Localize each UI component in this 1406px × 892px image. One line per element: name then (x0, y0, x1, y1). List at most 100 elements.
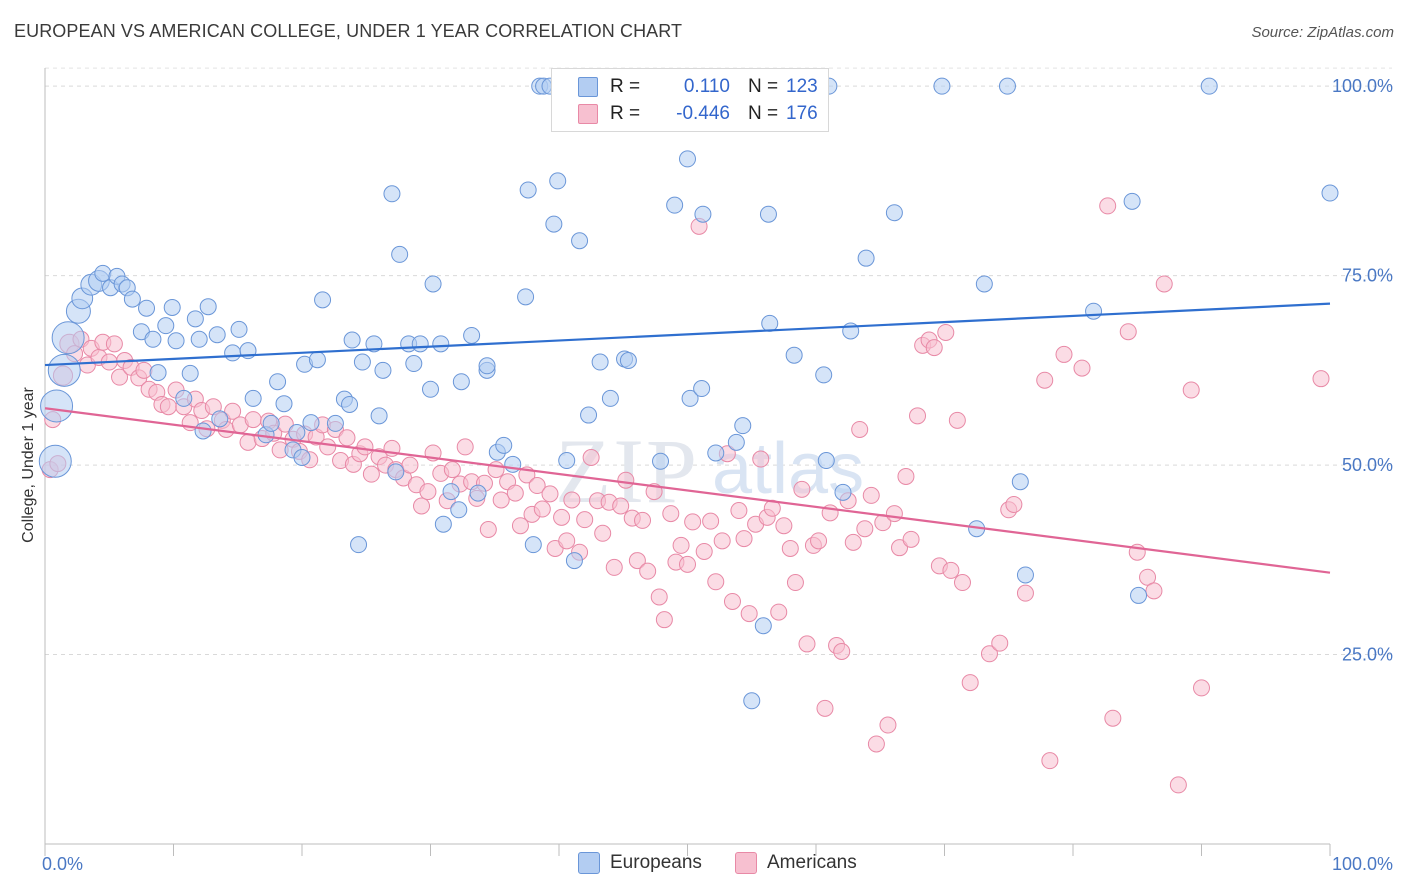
european-point (341, 395, 359, 413)
american-point (111, 368, 129, 386)
american-point (897, 467, 915, 485)
american-point (810, 532, 828, 550)
european-point (463, 326, 481, 344)
european-point (834, 483, 852, 501)
american-point (891, 539, 909, 557)
chart-source: Source: ZipAtlas.com (1251, 24, 1394, 41)
legend-n-label: N = (748, 103, 779, 124)
european-point (275, 395, 293, 413)
trend-layer (44, 302, 1331, 574)
european-point (754, 617, 772, 635)
american-point (679, 555, 696, 573)
american-point (816, 699, 834, 717)
american-point (558, 532, 576, 550)
american-point (1169, 776, 1187, 794)
european-point (144, 330, 162, 348)
american-point (541, 485, 559, 503)
american-point (695, 542, 713, 560)
european-point (1200, 77, 1218, 95)
european-point (694, 205, 712, 223)
american-point (244, 411, 262, 429)
american-point (356, 438, 374, 456)
american-point (740, 605, 758, 623)
european-point (149, 364, 167, 382)
american-point (511, 517, 529, 535)
european-point (1016, 566, 1034, 584)
american-point (1036, 371, 1054, 389)
legend-item-europeans[interactable]: Europeans (578, 852, 702, 874)
american-point (909, 407, 927, 425)
european-point (208, 326, 226, 344)
american-point (1055, 345, 1073, 363)
european-point (734, 417, 752, 435)
american-point (707, 573, 725, 591)
american-point (224, 402, 242, 420)
american-point (723, 592, 741, 610)
european-point (817, 452, 835, 470)
european-point (163, 298, 181, 316)
american-point (862, 486, 880, 504)
european-point (190, 330, 208, 348)
american-point (456, 438, 474, 456)
european-point (199, 298, 217, 316)
american-point (582, 449, 600, 466)
european-point (815, 366, 833, 384)
european-point (759, 205, 777, 223)
european-point (693, 380, 711, 398)
european-point (975, 275, 993, 293)
american-point (1099, 197, 1117, 215)
european-point (194, 422, 212, 440)
american-point (844, 533, 862, 551)
legend-label-americans: Americans (767, 852, 857, 873)
american-point (730, 502, 748, 520)
american-point (605, 558, 623, 576)
european-point (666, 196, 684, 214)
american-point (1182, 381, 1200, 399)
american-point (1104, 709, 1122, 727)
american-point (239, 433, 257, 451)
x-tick-label: 0.0% (42, 854, 83, 874)
european-point (374, 361, 392, 379)
european-point (181, 364, 199, 382)
european-point (244, 389, 262, 407)
european-point (1321, 184, 1339, 202)
european-point (1011, 473, 1029, 491)
european-point (601, 389, 619, 407)
american-point (319, 438, 337, 456)
legend-item-americans[interactable]: Americans (735, 852, 857, 874)
european-point (519, 181, 537, 199)
european-point (933, 77, 951, 95)
american-point (953, 574, 971, 592)
european-point (157, 317, 175, 335)
american-point (1155, 275, 1173, 293)
european-point (186, 310, 204, 328)
european-point (565, 552, 583, 570)
american-point (401, 456, 419, 474)
european-point (370, 407, 388, 425)
european-point (175, 389, 193, 407)
european-point (123, 290, 141, 308)
european-point (51, 321, 85, 355)
european-point (350, 536, 368, 554)
americans-trendline (44, 407, 1331, 574)
american-point (1139, 568, 1157, 586)
european-point (549, 172, 567, 190)
american-point (1005, 495, 1023, 513)
european-point (591, 353, 609, 371)
american-point (879, 716, 897, 734)
legend-label-europeans: Europeans (610, 852, 702, 873)
y-axis-label: College, Under 1 year (20, 387, 37, 543)
american-point (770, 603, 788, 621)
european-point (387, 463, 405, 481)
european-point (442, 483, 460, 501)
american-point (735, 530, 753, 548)
legend-r-label: R = (610, 76, 641, 97)
series-legend: Europeans Americans (0, 852, 1406, 878)
european-point (1085, 302, 1103, 320)
european-point (517, 288, 535, 306)
europeans-trendline (44, 302, 1331, 367)
american-point (937, 323, 955, 341)
american-point (867, 735, 885, 753)
european-point (524, 536, 542, 554)
european-point (343, 331, 361, 349)
